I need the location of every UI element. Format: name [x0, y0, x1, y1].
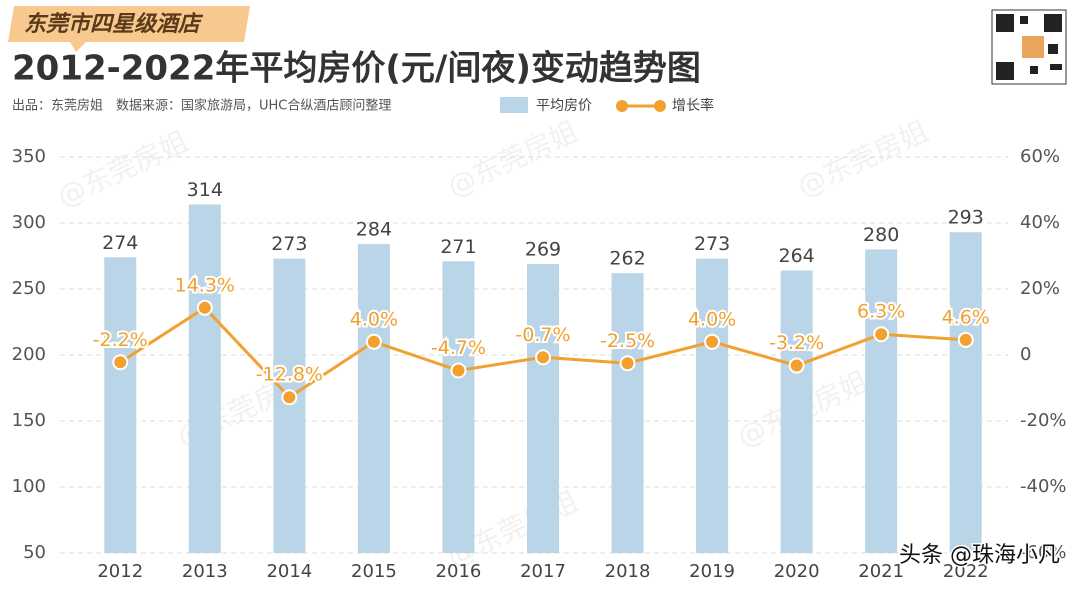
bar-value-label: 271 — [440, 236, 476, 258]
bar-value-label: 280 — [863, 224, 899, 246]
x-tick-label: 2019 — [689, 561, 735, 582]
legend-marker — [654, 100, 666, 112]
bar — [188, 204, 221, 553]
x-tick-label: 2018 — [605, 561, 651, 582]
bar — [696, 258, 729, 553]
line-marker — [704, 333, 721, 350]
x-tick-label: 2022 — [943, 561, 989, 582]
line-value-label: -3.2% — [769, 332, 824, 354]
line-marker — [112, 354, 129, 371]
x-tick-label: 2017 — [520, 561, 566, 582]
bar-value-label: 273 — [694, 233, 730, 255]
line-value-label: -4.7% — [431, 337, 486, 359]
bar — [865, 249, 898, 553]
line-marker — [450, 362, 467, 379]
x-tick-label: 2020 — [774, 561, 820, 582]
x-tick-label: 2015 — [351, 561, 397, 582]
line-value-label: -12.8% — [256, 364, 323, 386]
x-tick-label: 2013 — [182, 561, 228, 582]
bar-value-label: 264 — [779, 245, 815, 267]
line-marker — [196, 299, 213, 316]
bar-value-label: 262 — [609, 248, 645, 270]
legend-label: 平均房价 — [536, 98, 592, 114]
line-value-label: 4.0% — [688, 308, 736, 330]
bar — [611, 273, 644, 553]
x-tick-label: 2012 — [97, 561, 143, 582]
bar-value-label: 269 — [525, 238, 561, 260]
line-value-label: 4.6% — [942, 306, 990, 328]
line-value-label: 4.0% — [350, 308, 398, 330]
y-tick-label: 50 — [23, 542, 46, 563]
watermark: @东莞房姐 — [792, 115, 933, 204]
bar — [442, 261, 475, 553]
x-tick-label: 2014 — [266, 561, 312, 582]
line-value-label: 14.3% — [175, 274, 235, 296]
bar-value-label: 284 — [356, 219, 392, 241]
line-value-label: -2.2% — [93, 329, 148, 351]
line-value-label: -2.5% — [600, 330, 655, 352]
y2-tick-label: 0 — [1020, 344, 1031, 365]
line-marker — [365, 333, 382, 350]
source: 出品：东莞房姐 数据来源：国家旅游局，UHC合纵酒店顾问整理 — [12, 98, 391, 114]
bar-value-label: 274 — [102, 232, 138, 254]
y-tick-label: 250 — [12, 278, 46, 299]
legend-swatch — [500, 97, 528, 113]
watermark: @东莞房姐 — [52, 125, 193, 214]
y-tick-label: 350 — [12, 146, 46, 167]
line-marker — [957, 331, 974, 348]
y2-tick-label: -20% — [1020, 410, 1067, 431]
bar — [527, 263, 559, 553]
y2-tick-label: -60% — [1020, 542, 1067, 563]
bar — [949, 232, 982, 554]
y2-tick-label: 60% — [1020, 146, 1060, 167]
x-tick-label: 2021 — [858, 561, 904, 582]
line-marker — [281, 389, 298, 406]
y-tick-label: 150 — [12, 410, 46, 431]
bar-value-label: 273 — [271, 233, 307, 255]
x-tick-label: 2016 — [436, 561, 482, 582]
bar — [780, 270, 813, 553]
bar — [273, 258, 306, 553]
line-marker — [873, 326, 890, 343]
qr-code — [991, 9, 1067, 85]
tag-bg — [8, 6, 250, 52]
y2-tick-label: -40% — [1020, 476, 1067, 497]
legend-label: 增长率 — [672, 97, 714, 114]
tag: 东莞市四星级酒店 — [24, 11, 204, 37]
line-value-label: 6.3% — [857, 301, 905, 323]
y2-tick-label: 40% — [1020, 212, 1060, 233]
bar — [357, 244, 390, 553]
y-tick-label: 100 — [12, 476, 46, 497]
bar-value-label: 293 — [948, 207, 984, 229]
watermark: @东莞房姐 — [442, 115, 583, 204]
y-tick-label: 300 — [12, 212, 46, 233]
legend-marker — [616, 100, 628, 112]
line-marker — [535, 349, 551, 366]
y-tick-label: 200 — [12, 344, 46, 365]
watermark: 头条 @珠海小凡 — [899, 543, 1060, 568]
y2-tick-label: 20% — [1020, 278, 1060, 299]
line-value-label: -0.7% — [515, 324, 570, 346]
line-marker — [619, 355, 636, 372]
line-marker — [788, 357, 805, 374]
bar — [104, 257, 137, 553]
bar-value-label: 314 — [187, 179, 223, 201]
chart-title: 2012-2022年平均房价(元/间夜)变动趋势图 — [12, 49, 701, 89]
